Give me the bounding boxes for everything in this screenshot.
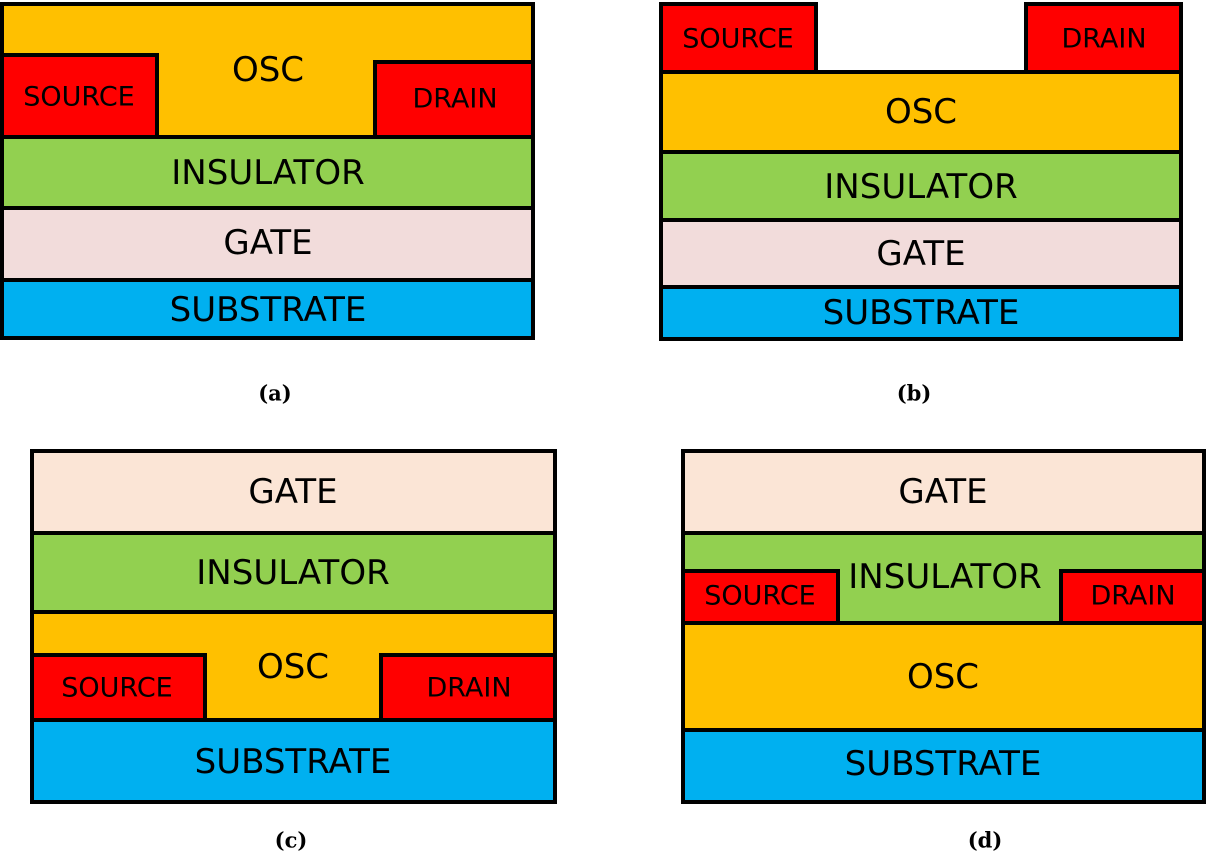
panel-c-source: [30, 653, 207, 722]
panel-c-gate-label: GATE: [248, 472, 337, 512]
panel-a-osc-label: OSC: [232, 50, 304, 90]
panel-c-source-label: SOURCE: [61, 673, 172, 704]
panel-d-drain-label: DRAIN: [1090, 581, 1175, 612]
panel-d-insulator-label: INSULATOR: [848, 557, 1041, 597]
panel-a-substrate-label: SUBSTRATE: [170, 290, 367, 330]
panel-d: [681, 449, 1206, 804]
panel-b-substrate-label: SUBSTRATE: [823, 293, 1020, 333]
panel-c-drain-label: DRAIN: [426, 673, 511, 704]
panel-a-gate: [0, 206, 535, 282]
panel-b-drain-label: DRAIN: [1061, 24, 1146, 55]
panel-b-osc: [659, 70, 1183, 154]
panel-d-osc-label: OSC: [907, 657, 979, 697]
panel-b-caption: (b): [897, 381, 932, 406]
panel-a-caption: (a): [258, 381, 291, 406]
panel-c-substrate: [30, 718, 557, 804]
panel-a-insulator-label: INSULATOR: [171, 153, 364, 193]
panel-c-osc-label: OSC: [257, 647, 329, 687]
panel-b-osc-label: OSC: [885, 92, 957, 132]
panel-a-drain-label: DRAIN: [412, 84, 497, 115]
panel-d-source-label: SOURCE: [704, 581, 815, 612]
panel-b-insulator: [659, 150, 1183, 222]
panel-c-insulator-label: INSULATOR: [196, 553, 389, 593]
panel-b-gate: [659, 218, 1183, 289]
panel-c-substrate-label: SUBSTRATE: [195, 742, 392, 782]
panel-d-osc: [681, 621, 1206, 732]
panel-d-caption: (d): [968, 828, 1003, 852]
panel-c-drain: [379, 653, 557, 722]
panel-d-substrate: [681, 728, 1206, 804]
panel-d-gate-label: GATE: [898, 472, 987, 512]
panel-a-source-label: SOURCE: [23, 82, 134, 113]
panel-d-gate: [681, 449, 1206, 535]
panel-a-gate-label: GATE: [223, 223, 312, 263]
panel-b-insulator-label: INSULATOR: [824, 167, 1017, 207]
panel-a-source: [0, 53, 159, 139]
panel-c-insulator: [30, 531, 557, 614]
panel-a-drain: [373, 60, 535, 139]
panel-b-gate-label: GATE: [876, 234, 965, 274]
panel-d-substrate-label: SUBSTRATE: [845, 744, 1042, 784]
panel-c-caption: (c): [275, 828, 308, 852]
panel-b-drain: [1024, 2, 1183, 74]
panel-b: [659, 2, 1183, 341]
panel-a-substrate: [0, 278, 535, 340]
panel-c: [30, 449, 557, 804]
panel-b-substrate: [659, 285, 1183, 341]
panel-b-source: [659, 2, 818, 74]
panel-b-source-label: SOURCE: [682, 24, 793, 55]
panel-a: [0, 2, 535, 340]
panel-d-drain: [1059, 569, 1206, 625]
